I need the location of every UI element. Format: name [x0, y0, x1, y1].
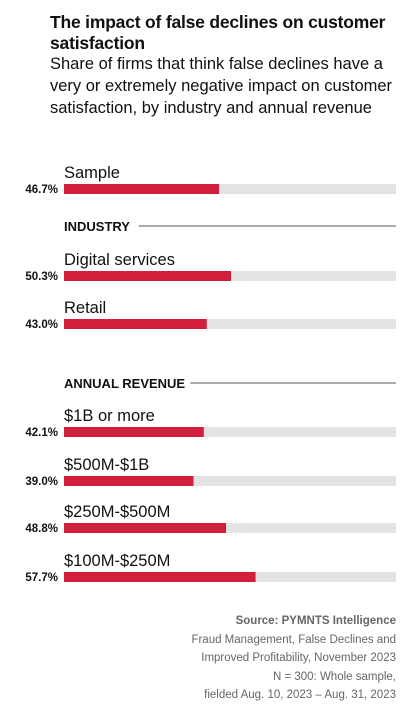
- bar: [64, 523, 227, 533]
- data-label: 57.7%: [25, 572, 58, 584]
- bar-track: [64, 319, 396, 329]
- source-line: N = 300: Whole sample,: [272, 670, 396, 683]
- category-label: Retail: [64, 299, 106, 317]
- data-label: 50.3%: [25, 271, 58, 283]
- bar-chart: Sample 46.7% INDUSTRY Digital services 50.3%…: [25, 164, 396, 584]
- group-heading: ANNUAL REVENUE: [64, 376, 185, 391]
- source-line: Fraud Management, False Declines and: [191, 633, 396, 646]
- bar: [64, 427, 204, 437]
- data-label: 39.0%: [25, 476, 58, 488]
- source-note: Source: PYMNTS Intelligence Fraud Manage…: [191, 612, 396, 705]
- source-line: Improved Profitability, November 2023: [201, 652, 396, 664]
- chart-subtitle: Share of firms that think false declines…: [50, 55, 393, 117]
- category-label: $100M-$250M: [64, 552, 170, 570]
- bar: [64, 271, 231, 281]
- data-label: 48.8%: [25, 523, 58, 535]
- bar-track: [64, 184, 396, 194]
- group-heading: INDUSTRY: [64, 219, 130, 234]
- bar: [64, 572, 256, 582]
- bar-track: [64, 427, 396, 437]
- category-label: $1B or more: [64, 407, 155, 425]
- bar-track: [64, 476, 396, 486]
- category-label: Sample: [64, 164, 120, 182]
- source-line: fielded Aug. 10, 2023 – Aug. 31, 2023: [204, 689, 396, 701]
- chart-title: The impact of false declines on customer…: [50, 12, 386, 53]
- bar: [64, 319, 207, 329]
- category-label: Digital services: [64, 251, 175, 269]
- bar: [64, 476, 194, 486]
- source-label: Source: PYMNTS Intelligence: [235, 615, 396, 627]
- category-label: $250M-$500M: [64, 503, 170, 521]
- data-label: 42.1%: [25, 427, 58, 439]
- data-label: 46.7%: [25, 184, 58, 196]
- data-label: 43.0%: [25, 319, 58, 331]
- bar: [64, 184, 220, 194]
- category-label: $500M-$1B: [64, 456, 149, 474]
- bar-track: [64, 523, 396, 533]
